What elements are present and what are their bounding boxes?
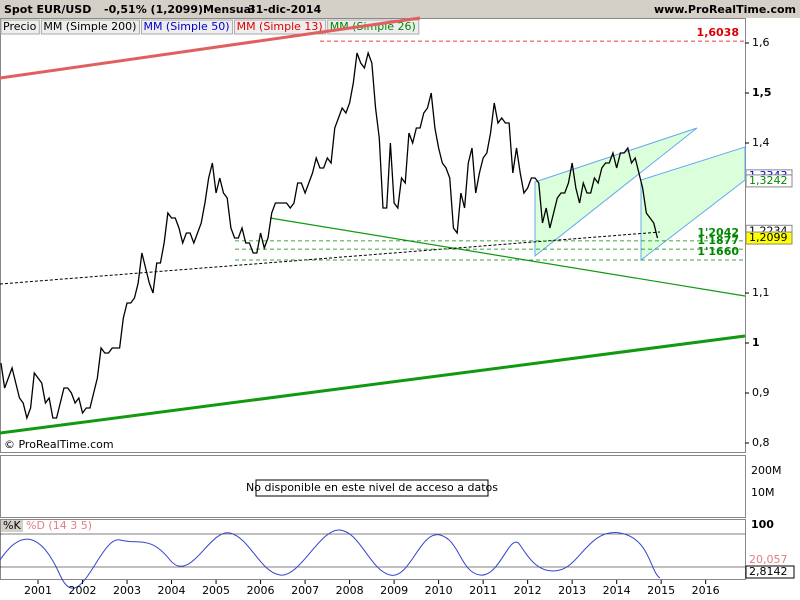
x-tick-label: 2013: [558, 584, 586, 597]
stoch-k: [0, 529, 661, 589]
legend-box: [0, 19, 40, 35]
level-box: [745, 231, 793, 245]
date: 31-dic-2014: [248, 3, 322, 16]
stochastic-panel: [0, 519, 746, 580]
level-label: 1'1660: [697, 245, 739, 258]
stoch-value: 2,8142: [749, 565, 788, 578]
legend-entry: MM (Simple 26): [330, 20, 416, 33]
channel: [640, 146, 746, 262]
watermark: © ProRealTime.com: [4, 438, 114, 451]
trend-line: [0, 16, 421, 80]
stoch-label: %K: [3, 519, 21, 532]
legend: Precio MM (Simple 200) MM (Simple 50) MM (S…: [0, 19, 420, 35]
y-tick-label: 1: [752, 336, 760, 349]
legend-box: [40, 19, 140, 35]
symbol: Spot EUR/USD: [4, 3, 91, 16]
x-tick-label: 2008: [336, 584, 364, 597]
volume-tick: 200M: [751, 464, 782, 477]
stoch-box: [745, 565, 795, 579]
x-tick-label: 2006: [247, 584, 275, 597]
note-box: [255, 479, 489, 497]
stoch-tag: [1, 520, 23, 532]
level-label: 1'2042: [697, 226, 739, 239]
legend-box: [327, 19, 420, 35]
x-tick-label: 2005: [202, 584, 230, 597]
legend-box: [140, 19, 234, 35]
legend-entry: MM (Simple 200): [43, 20, 136, 33]
stoch-label: %D (14 3 5): [26, 519, 92, 532]
x-tick-label: 2009: [380, 584, 408, 597]
x-tick-label: 2010: [425, 584, 453, 597]
y-tick-label: 1,5: [752, 86, 772, 99]
y-tick-label: 0,9: [752, 386, 770, 399]
level-label: 1'1877: [697, 234, 739, 247]
period: Mensual: [203, 3, 255, 16]
trend-line: [0, 334, 746, 435]
y-tick-label: 1,1: [752, 286, 770, 299]
trend-line: [269, 217, 746, 297]
legend-entry: Precio: [3, 20, 37, 33]
x-tick-label: 2015: [647, 584, 675, 597]
header-bar: [0, 0, 800, 18]
x-tick-label: 2011: [469, 584, 497, 597]
level-label: 1,6038: [697, 26, 739, 39]
legend-box: [234, 19, 327, 35]
legend-entry: MM (Simple 13): [237, 20, 323, 33]
legend-entry: MM (Simple 50): [143, 20, 229, 33]
x-tick-label: 2016: [692, 584, 720, 597]
level-label: 1,2099: [749, 231, 788, 244]
x-tick-label: 2001: [24, 584, 52, 597]
x-tick-label: 2007: [291, 584, 319, 597]
x-tick-label: 2004: [158, 584, 186, 597]
stoch-tick: 100: [751, 518, 774, 531]
level-box: [745, 174, 793, 188]
change: -0,51% (1,2099): [104, 3, 203, 16]
stoch-value: 20,057: [749, 553, 788, 566]
channel: [534, 127, 698, 258]
x-tick-label: 2003: [113, 584, 141, 597]
x-tick-label: 2014: [603, 584, 631, 597]
volume-tick: 10M: [751, 486, 775, 499]
site: www.ProRealTime.com: [654, 3, 796, 16]
y-tick-label: 1,4: [752, 136, 770, 149]
x-tick-label: 2012: [514, 584, 542, 597]
price-line: [0, 50, 659, 421]
y-tick-label: 1,6: [752, 36, 770, 49]
volume-note: No disponible en este nivel de acceso a …: [246, 481, 498, 494]
x-tick-label: 2002: [69, 584, 97, 597]
level-label: 1,3242: [749, 174, 788, 187]
y-tick-label: 0,8: [752, 436, 770, 449]
